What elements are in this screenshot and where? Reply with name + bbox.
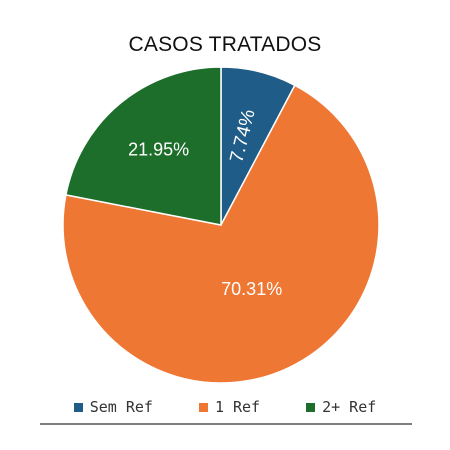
legend-item-2-ref: 2+ Ref [306,398,376,416]
slice-label-1-ref: 70.31% [221,279,282,299]
pie-slice-2-ref [65,66,222,226]
legend-label: 2+ Ref [322,398,377,416]
legend-swatch [306,402,316,412]
legend-label: Sem Ref [89,398,153,416]
legend-item-1-ref: 1 Ref [198,398,261,416]
chart-title: CASOS TRATADOS [128,33,322,56]
legend-swatch [73,402,83,412]
legend: Sem Ref 1 Ref 2+ Ref [0,398,450,416]
pie-slice-1-ref [62,84,380,384]
legend-swatch [198,402,208,412]
legend-label: 1 Ref [214,398,261,416]
legend-item-sem-ref: Sem Ref [73,398,153,416]
legend-divider [40,423,412,425]
slice-label-2-ref: 21.95% [128,139,189,159]
